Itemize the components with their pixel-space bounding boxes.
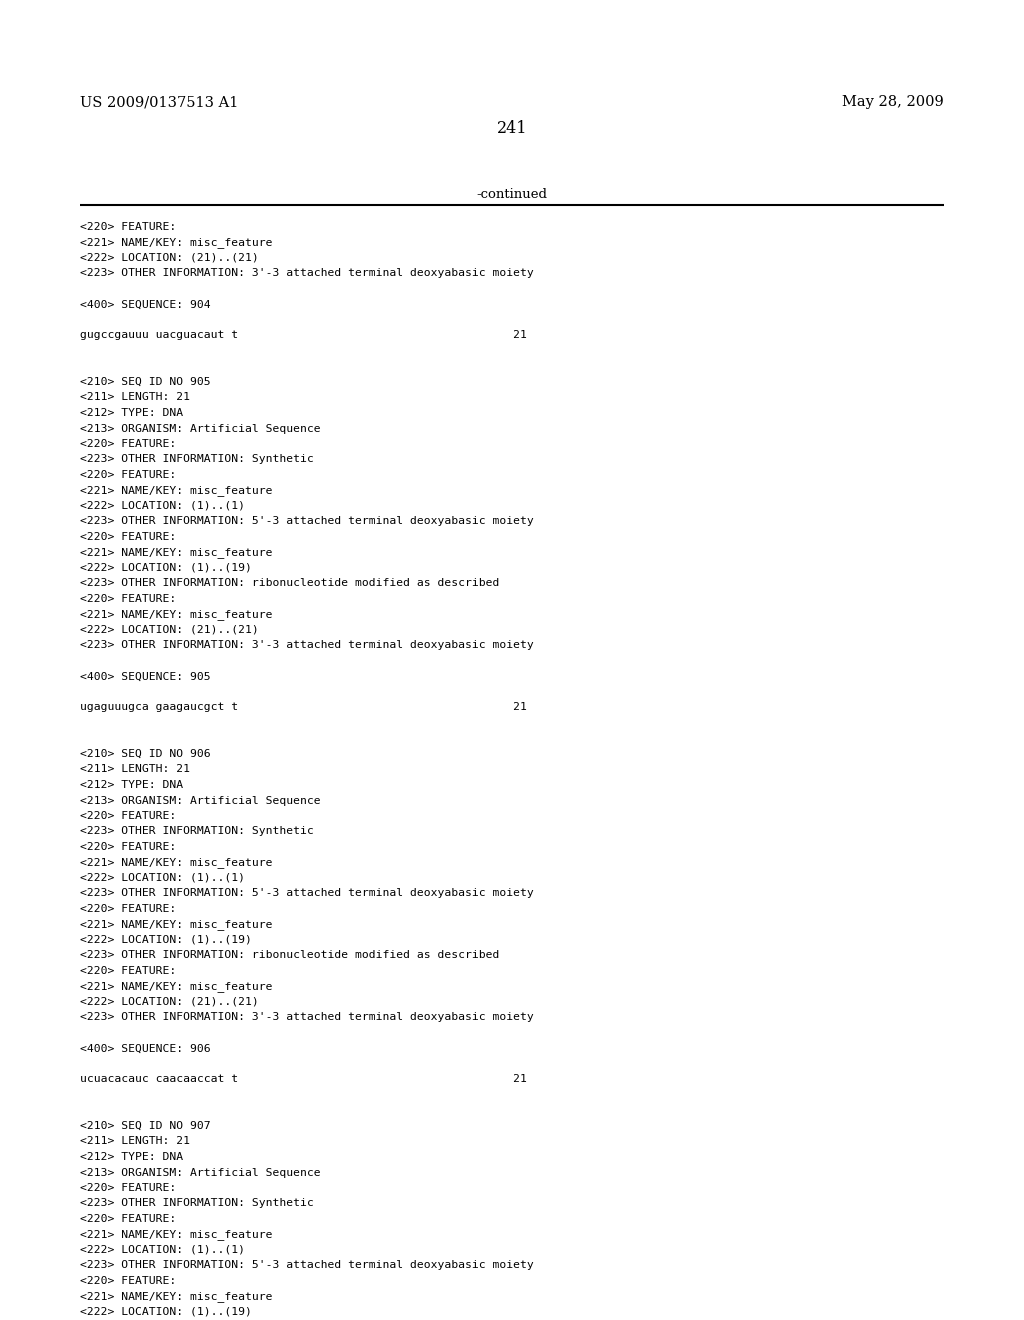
- Text: 241: 241: [497, 120, 527, 137]
- Text: <223> OTHER INFORMATION: ribonucleotide modified as described: <223> OTHER INFORMATION: ribonucleotide …: [80, 950, 500, 961]
- Text: <220> FEATURE:: <220> FEATURE:: [80, 842, 176, 851]
- Text: <223> OTHER INFORMATION: Synthetic: <223> OTHER INFORMATION: Synthetic: [80, 454, 313, 465]
- Text: <220> FEATURE:: <220> FEATURE:: [80, 810, 176, 821]
- Text: <220> FEATURE:: <220> FEATURE:: [80, 1276, 176, 1286]
- Text: <212> TYPE: DNA: <212> TYPE: DNA: [80, 780, 183, 789]
- Text: <223> OTHER INFORMATION: 3'-3 attached terminal deoxyabasic moiety: <223> OTHER INFORMATION: 3'-3 attached t…: [80, 268, 534, 279]
- Text: <221> NAME/KEY: misc_feature: <221> NAME/KEY: misc_feature: [80, 486, 272, 496]
- Text: <220> FEATURE:: <220> FEATURE:: [80, 222, 176, 232]
- Text: <222> LOCATION: (21)..(21): <222> LOCATION: (21)..(21): [80, 253, 259, 263]
- Text: <220> FEATURE:: <220> FEATURE:: [80, 532, 176, 543]
- Text: <220> FEATURE:: <220> FEATURE:: [80, 904, 176, 913]
- Text: <400> SEQUENCE: 905: <400> SEQUENCE: 905: [80, 672, 211, 681]
- Text: <213> ORGANISM: Artificial Sequence: <213> ORGANISM: Artificial Sequence: [80, 1167, 321, 1177]
- Text: <223> OTHER INFORMATION: 5'-3 attached terminal deoxyabasic moiety: <223> OTHER INFORMATION: 5'-3 attached t…: [80, 888, 534, 899]
- Text: <222> LOCATION: (1)..(1): <222> LOCATION: (1)..(1): [80, 873, 245, 883]
- Text: <400> SEQUENCE: 906: <400> SEQUENCE: 906: [80, 1044, 211, 1053]
- Text: <221> NAME/KEY: misc_feature: <221> NAME/KEY: misc_feature: [80, 920, 272, 931]
- Text: ugaguuugca gaagaucgct t                                        21: ugaguuugca gaagaucgct t 21: [80, 702, 527, 713]
- Text: <223> OTHER INFORMATION: ribonucleotide modified as described: <223> OTHER INFORMATION: ribonucleotide …: [80, 578, 500, 589]
- Text: <211> LENGTH: 21: <211> LENGTH: 21: [80, 1137, 190, 1147]
- Text: <221> NAME/KEY: misc_feature: <221> NAME/KEY: misc_feature: [80, 238, 272, 248]
- Text: <222> LOCATION: (1)..(1): <222> LOCATION: (1)..(1): [80, 1245, 245, 1255]
- Text: <223> OTHER INFORMATION: 5'-3 attached terminal deoxyabasic moiety: <223> OTHER INFORMATION: 5'-3 attached t…: [80, 1261, 534, 1270]
- Text: <221> NAME/KEY: misc_feature: <221> NAME/KEY: misc_feature: [80, 548, 272, 558]
- Text: -continued: -continued: [476, 187, 548, 201]
- Text: <223> OTHER INFORMATION: Synthetic: <223> OTHER INFORMATION: Synthetic: [80, 1199, 313, 1209]
- Text: <220> FEATURE:: <220> FEATURE:: [80, 470, 176, 480]
- Text: <223> OTHER INFORMATION: 3'-3 attached terminal deoxyabasic moiety: <223> OTHER INFORMATION: 3'-3 attached t…: [80, 640, 534, 651]
- Text: <220> FEATURE:: <220> FEATURE:: [80, 594, 176, 605]
- Text: <220> FEATURE:: <220> FEATURE:: [80, 1183, 176, 1193]
- Text: <212> TYPE: DNA: <212> TYPE: DNA: [80, 1152, 183, 1162]
- Text: <223> OTHER INFORMATION: 5'-3 attached terminal deoxyabasic moiety: <223> OTHER INFORMATION: 5'-3 attached t…: [80, 516, 534, 527]
- Text: <211> LENGTH: 21: <211> LENGTH: 21: [80, 392, 190, 403]
- Text: <210> SEQ ID NO 905: <210> SEQ ID NO 905: [80, 378, 211, 387]
- Text: ucuacacauc caacaaccat t                                        21: ucuacacauc caacaaccat t 21: [80, 1074, 527, 1085]
- Text: <213> ORGANISM: Artificial Sequence: <213> ORGANISM: Artificial Sequence: [80, 424, 321, 433]
- Text: <223> OTHER INFORMATION: Synthetic: <223> OTHER INFORMATION: Synthetic: [80, 826, 313, 837]
- Text: <222> LOCATION: (1)..(1): <222> LOCATION: (1)..(1): [80, 502, 245, 511]
- Text: <220> FEATURE:: <220> FEATURE:: [80, 1214, 176, 1224]
- Text: <221> NAME/KEY: misc_feature: <221> NAME/KEY: misc_feature: [80, 610, 272, 620]
- Text: <223> OTHER INFORMATION: 3'-3 attached terminal deoxyabasic moiety: <223> OTHER INFORMATION: 3'-3 attached t…: [80, 1012, 534, 1023]
- Text: <222> LOCATION: (1)..(19): <222> LOCATION: (1)..(19): [80, 1307, 252, 1317]
- Text: <220> FEATURE:: <220> FEATURE:: [80, 440, 176, 449]
- Text: <221> NAME/KEY: misc_feature: <221> NAME/KEY: misc_feature: [80, 1291, 272, 1303]
- Text: gugccgauuu uacguacaut t                                        21: gugccgauuu uacguacaut t 21: [80, 330, 527, 341]
- Text: <221> NAME/KEY: misc_feature: <221> NAME/KEY: misc_feature: [80, 858, 272, 869]
- Text: <222> LOCATION: (21)..(21): <222> LOCATION: (21)..(21): [80, 624, 259, 635]
- Text: <212> TYPE: DNA: <212> TYPE: DNA: [80, 408, 183, 418]
- Text: <400> SEQUENCE: 904: <400> SEQUENCE: 904: [80, 300, 211, 309]
- Text: <222> LOCATION: (1)..(19): <222> LOCATION: (1)..(19): [80, 935, 252, 945]
- Text: <210> SEQ ID NO 907: <210> SEQ ID NO 907: [80, 1121, 211, 1131]
- Text: <213> ORGANISM: Artificial Sequence: <213> ORGANISM: Artificial Sequence: [80, 796, 321, 805]
- Text: <222> LOCATION: (1)..(19): <222> LOCATION: (1)..(19): [80, 564, 252, 573]
- Text: May 28, 2009: May 28, 2009: [843, 95, 944, 110]
- Text: US 2009/0137513 A1: US 2009/0137513 A1: [80, 95, 239, 110]
- Text: <222> LOCATION: (21)..(21): <222> LOCATION: (21)..(21): [80, 997, 259, 1007]
- Text: <211> LENGTH: 21: <211> LENGTH: 21: [80, 764, 190, 775]
- Text: <221> NAME/KEY: misc_feature: <221> NAME/KEY: misc_feature: [80, 1229, 272, 1241]
- Text: <210> SEQ ID NO 906: <210> SEQ ID NO 906: [80, 748, 211, 759]
- Text: <221> NAME/KEY: misc_feature: <221> NAME/KEY: misc_feature: [80, 982, 272, 993]
- Text: <220> FEATURE:: <220> FEATURE:: [80, 966, 176, 975]
